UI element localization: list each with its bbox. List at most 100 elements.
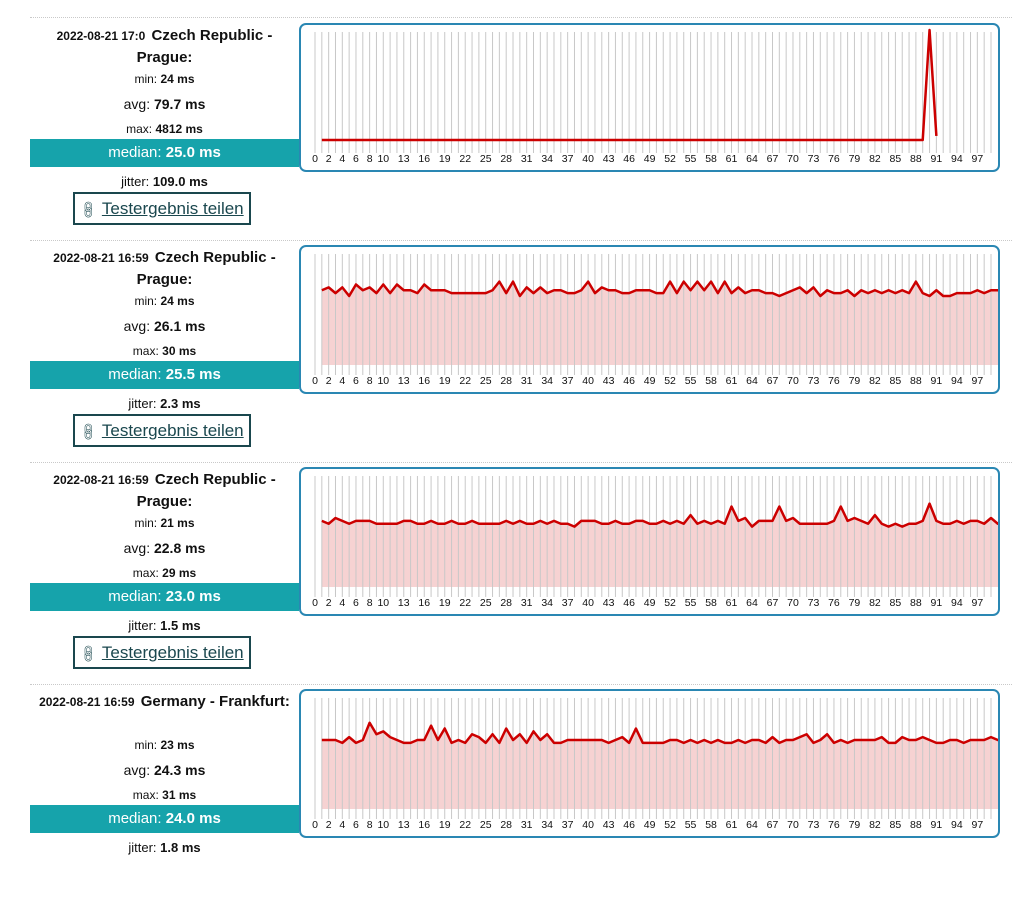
x-tick-label: 34 <box>541 597 553 609</box>
result-info: 2022-08-21 16:59 Czech Republic - Prague… <box>30 462 299 684</box>
jitter-stat: jitter: 2.3 ms <box>30 396 299 411</box>
x-tick-label: 67 <box>767 375 779 387</box>
x-tick-label: 76 <box>828 819 840 831</box>
result-title: 2022-08-21 16:59 Czech Republic - Prague… <box>30 247 299 291</box>
x-tick-label: 82 <box>869 153 881 165</box>
x-tick-label: 82 <box>869 597 881 609</box>
max-value: 4812 ms <box>155 122 203 136</box>
median-value: 23.0 ms <box>165 588 221 605</box>
x-tick-label: 46 <box>623 597 635 609</box>
x-tick-label: 40 <box>582 819 594 831</box>
x-tick-label: 46 <box>623 819 635 831</box>
share-result-button[interactable]: 🔗︎ Testergebnis teilen <box>73 192 251 225</box>
share-label: Testergebnis teilen <box>101 199 244 218</box>
x-tick-label: 88 <box>910 819 922 831</box>
x-tick-label: 67 <box>767 153 779 165</box>
x-tick-label: 34 <box>541 819 553 831</box>
jitter-label: jitter: <box>128 396 157 411</box>
x-tick-label: 70 <box>787 153 799 165</box>
avg-value: 24.3 ms <box>153 762 206 778</box>
share-result-button[interactable]: 🔗︎ Testergebnis teilen <box>73 636 251 669</box>
result-entry: 2022-08-21 16:59 Germany - Frankfurt: mi… <box>0 684 1013 906</box>
x-tick-label: 79 <box>849 375 861 387</box>
max-label: max: <box>132 344 159 358</box>
x-tick-label: 46 <box>623 375 635 387</box>
result-entry: 2022-08-21 16:59 Czech Republic - Prague… <box>0 462 1013 684</box>
x-tick-label: 73 <box>808 153 820 165</box>
min-stat: min: 23 ms <box>30 738 299 752</box>
x-tick-label: 79 <box>849 597 861 609</box>
x-tick-label: 0 <box>312 153 318 165</box>
x-tick-label: 49 <box>644 819 656 831</box>
x-tick-label: 91 <box>931 153 943 165</box>
x-tick-label: 79 <box>849 819 861 831</box>
min-value: 24 ms <box>160 72 195 86</box>
x-tick-label: 76 <box>828 597 840 609</box>
x-tick-label: 16 <box>418 597 430 609</box>
x-tick-label: 2 <box>326 375 332 387</box>
series-line <box>321 280 998 298</box>
x-tick-label: 10 <box>377 819 389 831</box>
jitter-label: jitter: <box>128 840 157 855</box>
ping-chart: 0 2 4 6 8 10 13 16 19 22 25 28 31 34 37 40 43 46 49 52 55 58 6… <box>299 689 1000 838</box>
median-label: median: <box>108 366 162 383</box>
x-tick-label: 37 <box>562 597 574 609</box>
x-tick-label: 13 <box>398 819 410 831</box>
x-tick-label: 25 <box>480 375 492 387</box>
x-tick-label: 34 <box>541 153 553 165</box>
result-timestamp: 2022-08-21 16:59 <box>53 251 149 265</box>
x-tick-label: 55 <box>685 375 697 387</box>
avg-stat: avg: 22.8 ms <box>30 540 299 556</box>
ping-chart-svg: 0 2 4 6 8 10 13 16 19 22 25 28 31 34 37 40 43 46 49 52 55 58 6… <box>312 698 998 831</box>
x-tick-label: 22 <box>459 819 471 831</box>
min-stat: min: 24 ms <box>30 294 299 308</box>
x-tick-label: 73 <box>808 375 820 387</box>
median-bar: median: 23.0 ms <box>30 583 299 611</box>
result-info: 2022-08-21 16:59 Germany - Frankfurt: mi… <box>30 684 299 906</box>
max-label: max: <box>126 122 153 136</box>
x-tick-label: 88 <box>910 375 922 387</box>
median-value: 24.0 ms <box>165 810 221 827</box>
x-tick-label: 55 <box>685 153 697 165</box>
x-tick-label: 52 <box>664 597 676 609</box>
x-tick-label: 64 <box>746 597 758 609</box>
x-tick-label: 85 <box>890 153 902 165</box>
avg-label: avg: <box>123 540 151 556</box>
max-stat: max: 30 ms <box>30 344 299 358</box>
x-tick-label: 49 <box>644 375 656 387</box>
x-tick-label: 4 <box>339 153 345 165</box>
max-stat: max: 29 ms <box>30 566 299 580</box>
x-tick-label: 52 <box>664 819 676 831</box>
x-tick-label: 28 <box>500 153 512 165</box>
median-value: 25.5 ms <box>165 366 221 383</box>
x-tick-label: 73 <box>808 819 820 831</box>
x-tick-label: 16 <box>418 819 430 831</box>
ping-chart-svg: 0 2 4 6 8 10 13 16 19 22 25 28 31 34 37 40 43 46 49 52 55 58 6… <box>312 28 992 165</box>
x-tick-label: 8 <box>367 819 373 831</box>
chart-area-fill <box>321 722 998 809</box>
x-tick-label: 0 <box>312 375 318 387</box>
x-tick-label: 49 <box>644 153 656 165</box>
x-tick-label: 28 <box>500 375 512 387</box>
separator <box>30 240 1012 241</box>
x-tick-label: 70 <box>787 819 799 831</box>
x-tick-label: 0 <box>312 819 318 831</box>
x-tick-label: 64 <box>746 819 758 831</box>
x-tick-label: 94 <box>951 375 963 387</box>
result-location: Czech Republic - Prague: <box>136 249 276 288</box>
x-tick-label: 40 <box>582 597 594 609</box>
x-tick-label: 10 <box>377 153 389 165</box>
x-tick-label: 31 <box>521 153 533 165</box>
x-tick-label: 22 <box>459 153 471 165</box>
x-tick-label: 10 <box>377 375 389 387</box>
median-bar: median: 25.0 ms <box>30 139 299 167</box>
x-tick-label: 70 <box>787 597 799 609</box>
separator <box>30 684 1012 685</box>
avg-stat: avg: 26.1 ms <box>30 318 299 334</box>
share-result-button[interactable]: 🔗︎ Testergebnis teilen <box>73 414 251 447</box>
avg-value: 26.1 ms <box>153 318 206 334</box>
avg-label: avg: <box>123 762 151 778</box>
series-line <box>321 721 998 745</box>
x-tick-label: 40 <box>582 153 594 165</box>
x-tick-label: 85 <box>890 597 902 609</box>
